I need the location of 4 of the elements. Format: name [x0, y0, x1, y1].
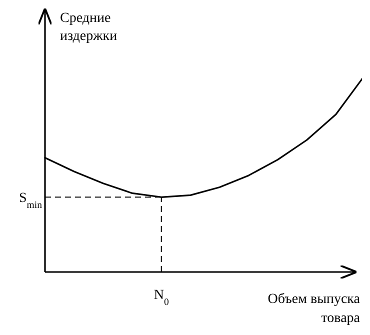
ref-line-label: S$_{min}$: [18, 191, 42, 211]
y-axis-title: Средние издержки: [60, 11, 118, 44]
text: N$_{0}$: [154, 288, 169, 308]
x-axis-title: Объем выпуска товара: [268, 292, 361, 326]
